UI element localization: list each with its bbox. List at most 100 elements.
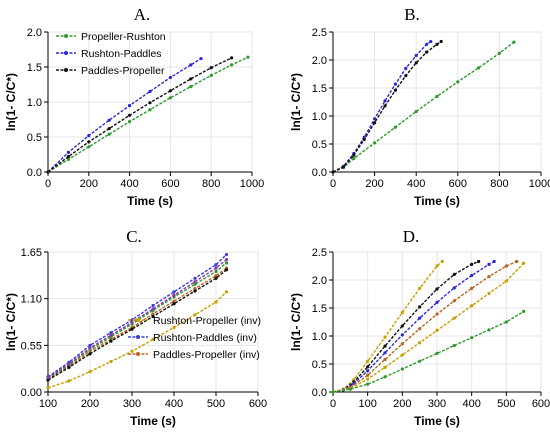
data-point: [470, 286, 474, 290]
panel-b: B. 0 200 400 600 800 1000 0.0 0.5 1.0 1.5 2.0 2.5 Tim…: [289, 5, 550, 208]
x-tick-label: 600: [249, 398, 267, 410]
data-point: [383, 357, 387, 362]
x-tick-label: 100: [39, 398, 57, 410]
panel-letter: B.: [404, 5, 420, 24]
data-point: [366, 359, 370, 363]
data-point: [107, 118, 111, 122]
x-tick-label: 600: [532, 398, 550, 410]
data-point: [46, 375, 50, 380]
data-point: [470, 273, 474, 278]
data-point: [418, 359, 422, 363]
legend-label: Rushton-Paddles (inv): [153, 332, 257, 344]
data-point: [373, 121, 377, 125]
x-tick-label: 200: [365, 178, 383, 190]
data-point: [224, 252, 229, 257]
x-tick-label: 200: [393, 398, 411, 410]
data-point: [400, 367, 404, 371]
data-point: [366, 377, 370, 381]
data-point: [193, 276, 197, 280]
data-point: [87, 134, 91, 138]
data-point: [504, 320, 508, 324]
data-point: [66, 150, 70, 154]
series-line-2: [332, 260, 495, 393]
y-tick-label: 0.0: [27, 167, 42, 179]
data-point: [435, 312, 439, 316]
y-tick-label: 1.5: [312, 303, 327, 315]
data-point: [172, 290, 176, 294]
data-point: [189, 63, 193, 67]
panel-letter: C.: [126, 227, 142, 246]
data-point: [477, 259, 481, 264]
data-point: [193, 289, 197, 293]
data-point: [67, 379, 71, 383]
data-point: [400, 342, 404, 346]
data-point: [193, 286, 197, 291]
data-point: [214, 300, 218, 304]
data-point: [429, 39, 433, 44]
data-point: [148, 89, 152, 94]
data-point: [522, 261, 526, 265]
data-point: [404, 66, 408, 70]
data-point: [418, 286, 422, 290]
x-tick-label: 500: [497, 398, 515, 410]
x-tick-label: 600: [161, 178, 179, 190]
data-point: [66, 155, 70, 159]
y-tick-label: 0.0: [312, 167, 327, 179]
y-axis-title: ln(1- C/C*): [4, 73, 18, 131]
data-point: [452, 299, 456, 303]
data-point: [452, 286, 456, 290]
data-point: [193, 313, 197, 317]
data-point: [383, 335, 387, 339]
data-point: [439, 39, 443, 44]
data-point: [504, 279, 508, 283]
data-point: [107, 132, 111, 136]
data-point: [352, 153, 356, 157]
data-point: [418, 341, 422, 345]
x-tick-label: 400: [462, 398, 480, 410]
x-tick-label: 600: [449, 178, 467, 190]
x-tick-label: 200: [80, 178, 98, 190]
data-point: [414, 109, 418, 114]
y-tick-label: 0.00: [21, 387, 42, 399]
data-point: [418, 327, 422, 331]
data-point: [512, 40, 516, 44]
data-point: [224, 268, 229, 272]
series-line-5: [332, 310, 525, 393]
data-point: [109, 339, 113, 343]
data-point: [46, 386, 50, 390]
data-point: [373, 141, 377, 145]
y-axis-title: ln(1- C/C*): [4, 293, 18, 351]
data-point: [148, 101, 152, 105]
data-point: [214, 263, 218, 267]
series-line-1: [332, 40, 432, 173]
data-point: [400, 310, 404, 315]
data-point: [109, 333, 113, 337]
x-axis-title: Time (s): [414, 414, 460, 428]
panel-letter: D.: [403, 227, 420, 246]
data-point: [418, 316, 422, 320]
data-point: [67, 365, 71, 369]
series-line-3: [47, 262, 227, 379]
data-point: [130, 327, 134, 331]
data-point: [199, 57, 203, 61]
data-point: [425, 42, 429, 46]
y-axis-title: ln(1- C/C*): [289, 73, 303, 131]
data-point: [88, 370, 92, 374]
x-tick-label: 300: [123, 398, 141, 410]
data-point: [383, 104, 387, 108]
panel-letter: A.: [134, 5, 151, 24]
data-point: [87, 145, 91, 149]
data-point: [435, 351, 439, 355]
panel-d: D. 0 100 200 300 400 500 600 0.0 0.5 1.0 1.5 2.0 2.5 T…: [289, 227, 550, 428]
y-tick-label: 2.0: [312, 55, 327, 67]
data-point: [393, 125, 397, 129]
data-point: [128, 120, 132, 124]
y-tick-label: 1.0: [312, 331, 327, 343]
x-tick-label: 1000: [240, 178, 264, 190]
data-point: [383, 344, 387, 348]
data-point: [331, 390, 335, 394]
data-point: [148, 108, 152, 112]
data-point: [168, 89, 172, 93]
y-tick-label: 1.5: [27, 62, 42, 74]
